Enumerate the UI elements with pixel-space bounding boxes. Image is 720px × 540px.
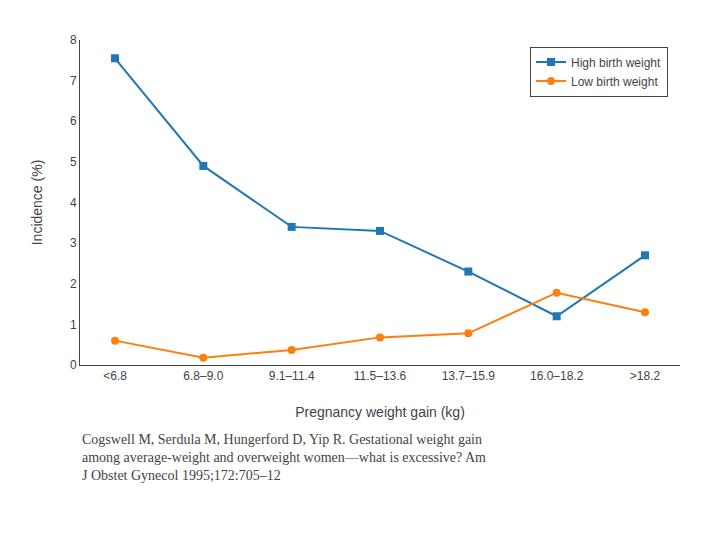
svg-text:Incidence (%): Incidence (%) — [29, 160, 45, 246]
svg-text:9.1–11.4: 9.1–11.4 — [269, 369, 315, 383]
svg-text:6: 6 — [70, 114, 77, 128]
svg-text:7: 7 — [70, 74, 77, 88]
svg-text:3: 3 — [70, 236, 77, 250]
svg-text:Cogswell M, Serdula M, Hungerf: Cogswell M, Serdula M, Hungerford D, Yip… — [82, 432, 486, 483]
svg-text:1: 1 — [70, 318, 77, 332]
svg-text:>18.2: >18.2 — [630, 369, 661, 383]
svg-text:High birth weight: High birth weight — [571, 56, 661, 70]
svg-text:2: 2 — [70, 277, 77, 291]
svg-text:11.5–13.6: 11.5–13.6 — [354, 369, 407, 383]
svg-text:0: 0 — [70, 358, 77, 372]
svg-text:Pregnancy weight gain (kg): Pregnancy weight gain (kg) — [295, 404, 465, 420]
svg-text:13.7–15.9: 13.7–15.9 — [442, 369, 496, 383]
svg-text:5: 5 — [70, 155, 77, 169]
svg-text:4: 4 — [70, 196, 77, 210]
svg-text:16.0–18.2: 16.0–18.2 — [530, 369, 584, 383]
svg-text:8: 8 — [70, 33, 77, 47]
svg-text:6.8–9.0: 6.8–9.0 — [183, 369, 223, 383]
svg-text:Low birth weight: Low birth weight — [571, 75, 658, 89]
svg-text:<6.8: <6.8 — [103, 369, 127, 383]
